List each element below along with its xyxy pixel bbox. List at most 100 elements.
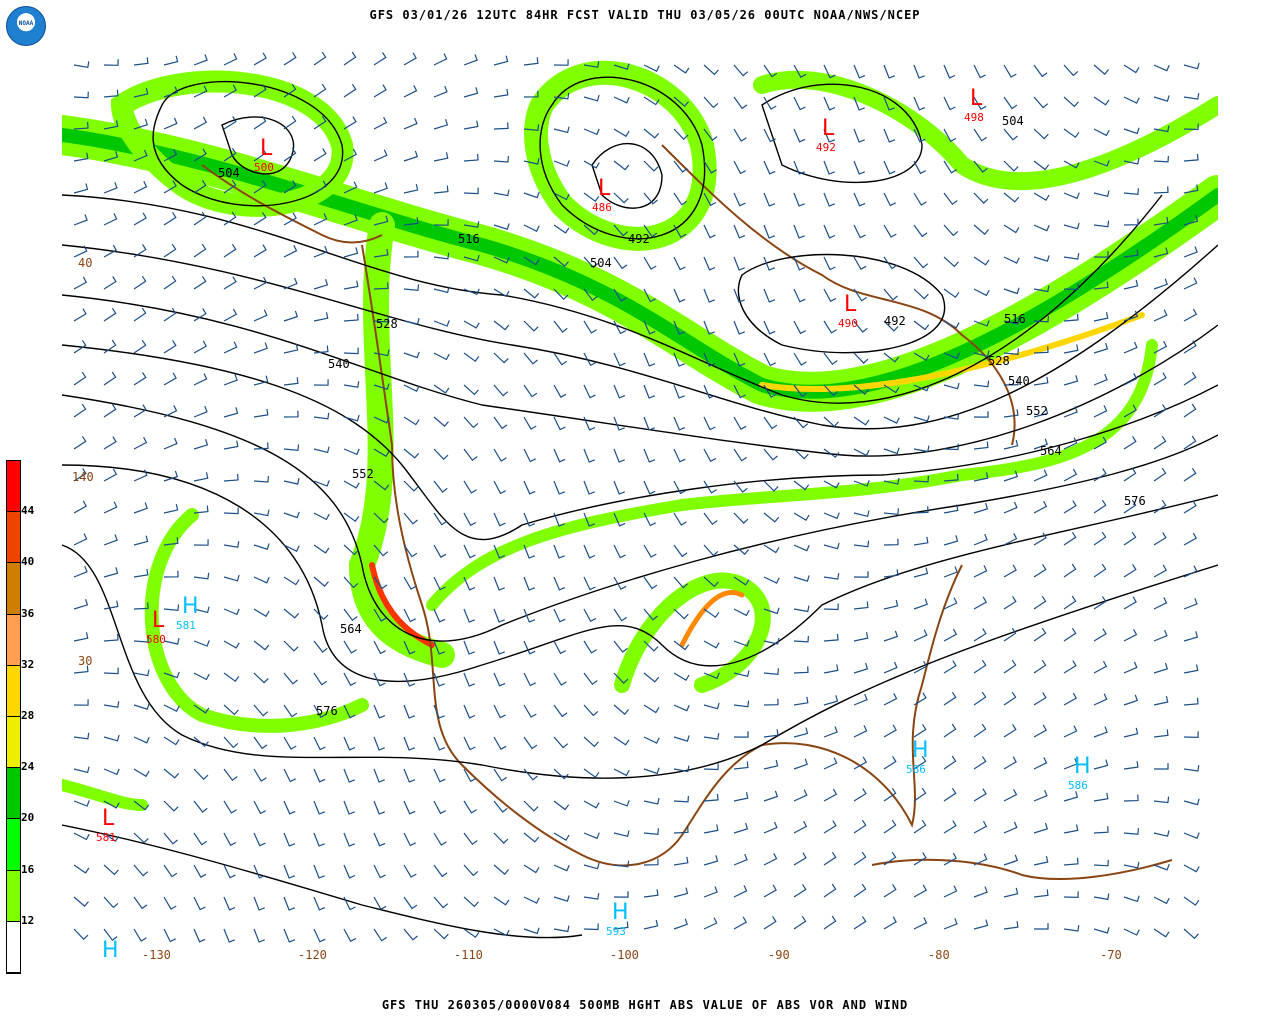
wind-barb <box>913 598 928 610</box>
wind-barb <box>1033 315 1049 323</box>
wind-barb <box>493 736 507 751</box>
wind-barb <box>583 512 596 527</box>
high-pressure-marker: H <box>912 738 929 763</box>
wind-barb <box>283 180 297 194</box>
wind-barb <box>283 928 296 943</box>
wind-barb <box>163 55 179 66</box>
wind-barb <box>553 320 568 333</box>
wind-barb <box>673 765 690 773</box>
wind-barb <box>583 160 600 169</box>
wind-barb <box>73 500 88 514</box>
wind-barb <box>523 864 540 874</box>
wind-barb <box>193 85 208 98</box>
wind-barb <box>1063 531 1077 546</box>
wind-barb <box>583 320 597 334</box>
wind-barb <box>973 288 990 297</box>
wind-barb <box>1003 287 1020 295</box>
wind-barb <box>1003 64 1017 78</box>
wind-barb <box>1003 756 1017 770</box>
wind-barb <box>673 160 688 173</box>
lat-label: 140 <box>72 470 94 484</box>
wind-barb <box>493 768 508 782</box>
wind-barb <box>1093 563 1107 578</box>
wind-barb <box>313 800 326 815</box>
wind-barb <box>553 126 570 134</box>
wind-barb <box>463 448 478 462</box>
contour-label: 516 <box>1004 312 1026 326</box>
wind-barb <box>1183 308 1198 322</box>
wind-barb <box>883 508 899 515</box>
wind-barb <box>283 444 300 452</box>
low-pressure-marker: L <box>152 608 165 633</box>
contour-label: 552 <box>352 467 374 481</box>
wind-barb <box>253 309 268 322</box>
wind-barb <box>523 191 540 199</box>
wind-barb <box>703 224 716 239</box>
wind-barb <box>733 700 750 708</box>
wind-barb <box>373 576 388 590</box>
wind-barb <box>103 371 117 386</box>
wind-barb <box>1033 192 1050 202</box>
wind-barb <box>463 736 476 751</box>
wind-barb <box>373 416 390 424</box>
wind-barb <box>253 276 268 290</box>
wind-barb <box>733 160 747 175</box>
wind-barb <box>583 224 599 236</box>
wind-barb <box>1063 824 1079 834</box>
map-caption: GFS THU 260305/0000V084 500MB HGHT ABS V… <box>381 998 909 1012</box>
wind-barb <box>1003 256 1020 264</box>
wind-barb <box>133 404 147 418</box>
wind-barb <box>1153 597 1168 610</box>
wind-barb <box>253 442 269 450</box>
wind-barb <box>133 275 147 290</box>
wind-barb <box>1183 598 1198 610</box>
wind-barb <box>1183 371 1197 386</box>
wind-barb <box>703 793 719 802</box>
wind-barb <box>793 758 808 770</box>
wind-barb <box>973 659 987 674</box>
wind-barb <box>403 704 415 719</box>
wind-barb <box>193 54 208 66</box>
wind-barb <box>613 830 630 838</box>
wind-barb <box>433 800 447 815</box>
wind-barb <box>463 704 476 719</box>
wind-barb <box>793 320 807 335</box>
wind-barb <box>163 604 180 612</box>
wind-barb <box>1003 96 1018 110</box>
wind-barb <box>1033 889 1049 898</box>
wind-barb <box>403 640 416 655</box>
wind-barb <box>703 672 720 680</box>
wind-barb <box>403 250 419 258</box>
wind-barb <box>433 185 449 194</box>
wind-barb <box>523 448 536 463</box>
pressure-center-value: 492 <box>816 141 836 154</box>
wind-barb <box>163 928 176 943</box>
wind-barb <box>103 213 118 226</box>
wind-barb <box>1183 153 1199 162</box>
wind-barb <box>73 864 90 874</box>
wind-barb <box>1093 893 1110 901</box>
wind-barb <box>1153 695 1169 706</box>
wind-barb <box>613 256 628 270</box>
wind-barb <box>73 665 89 674</box>
wind-barb <box>1183 277 1198 290</box>
wind-barb <box>973 256 990 266</box>
wind-barb <box>133 307 147 322</box>
contour-label: 492 <box>628 232 650 246</box>
wind-barb <box>1033 724 1048 738</box>
wind-barb <box>673 384 685 399</box>
high-pressure-marker: H <box>1074 754 1091 779</box>
wind-barb <box>793 789 808 802</box>
wind-barb <box>613 480 626 495</box>
wind-barb <box>193 243 207 258</box>
wind-barb <box>763 759 779 770</box>
wind-barb <box>493 320 510 331</box>
wind-barb <box>1033 595 1047 610</box>
wind-barb <box>373 608 387 622</box>
wind-barb <box>463 54 478 66</box>
colorbar-label: 36 <box>21 606 35 620</box>
wind-barb <box>823 128 836 143</box>
wind-barb <box>1153 278 1168 290</box>
wind-barb <box>403 217 419 226</box>
wind-barb <box>703 352 716 367</box>
